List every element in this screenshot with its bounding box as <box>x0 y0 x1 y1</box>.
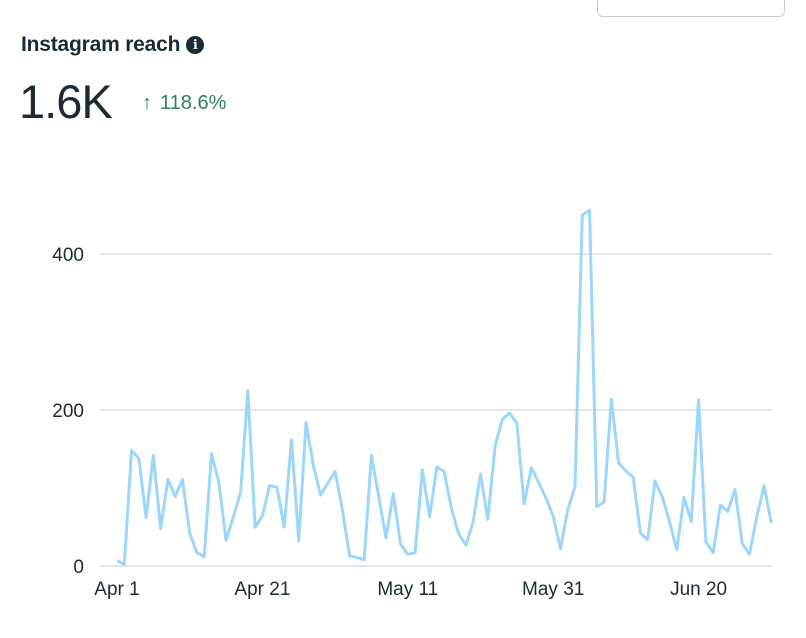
x-tick-label: May 11 <box>377 579 438 600</box>
x-tick-label: Jun 20 <box>670 579 727 600</box>
y-tick-label: 200 <box>52 401 84 422</box>
series-line-reach <box>116 208 773 566</box>
top-right-button[interactable] <box>597 0 785 17</box>
metric-value: 1.6K <box>19 75 113 128</box>
x-tick-label: May 31 <box>522 579 584 600</box>
delta-value: 118.6% <box>160 92 227 114</box>
y-tick-label: 400 <box>52 245 84 266</box>
title-text: Instagram reach <box>21 33 181 56</box>
chart-title: Instagram reach i <box>21 33 205 57</box>
y-tick-label: 0 <box>73 557 84 578</box>
x-tick-label: Apr 1 <box>94 579 139 600</box>
delta-badge: ↑ 118.6% <box>142 92 226 115</box>
x-tick-label: Apr 21 <box>234 579 290 600</box>
info-icon[interactable]: i <box>186 36 205 54</box>
arrow-up-icon: ↑ <box>142 92 152 114</box>
